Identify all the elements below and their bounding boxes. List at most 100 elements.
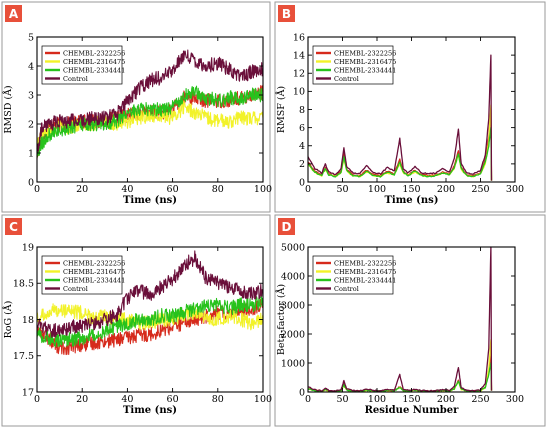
y-tick-label: 4 — [28, 61, 34, 72]
series-line-CHEMBL-2322256 — [307, 350, 493, 393]
x-tick-label: 100 — [368, 394, 386, 405]
x-tick-label: 300 — [506, 394, 524, 405]
x-axis-title: Time (ns) — [384, 195, 438, 206]
legend-entry: CHEMBL-2322256 — [63, 259, 125, 267]
legend-entry: CHEMBL-2322256 — [334, 49, 396, 57]
x-tick-label: 250 — [471, 394, 489, 405]
x-tick-label: 200 — [437, 394, 455, 405]
panel-badge-label: B — [282, 7, 291, 21]
y-tick-label: 18 — [22, 315, 34, 326]
panel-C: C 0 20 40 60 80 100 17 17.5 18 18.5 19 Time (ns) RoG … — [1, 214, 272, 427]
legend-entry: CHEMBL-2334441 — [63, 276, 125, 284]
legend: CHEMBL-2322256CHEMBL-2316475CHEMBL-23344… — [41, 45, 125, 85]
y-tick-label: 19 — [22, 242, 34, 253]
legend-entry: Control — [63, 75, 88, 83]
legend-entry: Control — [334, 75, 359, 83]
series-line-Control — [36, 250, 264, 338]
panel-badge-label: C — [9, 220, 18, 234]
legend-entry: CHEMBL-2334441 — [63, 66, 125, 74]
panel-border — [274, 1, 546, 213]
y-tick-label: 5000 — [281, 242, 305, 253]
y-axis-title: RMSD (Å) — [2, 85, 14, 133]
series-line-Control — [307, 54, 493, 181]
x-tick-label: 60 — [167, 394, 179, 405]
legend-entry: Control — [63, 285, 88, 293]
y-tick-label: 4 — [299, 141, 305, 152]
legend: CHEMBL-2322256CHEMBL-2316475CHEMBL-23344… — [41, 255, 125, 295]
y-tick-label: 17.5 — [13, 351, 34, 362]
y-tick-label: 0 — [28, 177, 34, 188]
x-tick-label: 250 — [471, 184, 489, 195]
y-tick-label: 12 — [293, 69, 305, 80]
x-tick-label: 150 — [402, 184, 420, 195]
x-tick-label: 300 — [506, 184, 524, 195]
series-line-CHEMBL-2334441 — [307, 126, 493, 181]
legend-entry: CHEMBL-2334441 — [334, 276, 396, 284]
x-tick-label: 80 — [212, 394, 224, 405]
series-line-CHEMBL-2334441 — [36, 85, 264, 158]
x-tick-label: 200 — [437, 184, 455, 195]
panel-badge-bg — [278, 5, 295, 22]
x-tick-label: 80 — [212, 184, 224, 195]
y-tick-label: 1000 — [281, 358, 305, 369]
y-tick-label: 2000 — [281, 329, 305, 340]
x-tick-label: 100 — [254, 394, 272, 405]
y-axis-title: Beta-factor (Å) — [275, 284, 287, 355]
legend: CHEMBL-2322256CHEMBL-2316475CHEMBL-23344… — [312, 255, 396, 295]
y-tick-label: 0 — [299, 387, 305, 398]
x-tick-label: 40 — [121, 394, 133, 405]
x-tick-label: 0 — [34, 184, 40, 195]
y-tick-label: 4000 — [281, 271, 305, 282]
legend-entry: Control — [334, 285, 359, 293]
y-tick-label: 6 — [299, 123, 305, 134]
panel-B: B 0 50 100 150 200 250 300 0 2 4 6 8 10 12 14 16 Time (ns… — [274, 1, 546, 213]
plot-area — [36, 250, 264, 356]
series-line-CHEMBL-2334441 — [36, 294, 264, 348]
panel-badge-bg — [278, 218, 295, 235]
x-tick-label: 40 — [121, 184, 133, 195]
x-tick-label: 100 — [254, 184, 272, 195]
y-tick-label: 16 — [293, 32, 305, 43]
y-tick-label: 10 — [293, 87, 305, 98]
plot-area — [36, 49, 264, 160]
panel-A: A 0 20 40 60 80 100 0 1 2 3 4 5 Time (ns) RMSD (Å) CHEM… — [1, 1, 272, 213]
panel-badge-bg — [5, 218, 22, 235]
legend-entry: CHEMBL-2322256 — [63, 49, 125, 57]
y-axis-title: RMSF (Å) — [275, 86, 287, 133]
x-tick-label: 20 — [76, 184, 88, 195]
panel-badge-bg — [5, 5, 22, 22]
series-line-CHEMBL-2316475 — [307, 339, 493, 393]
panel-border — [1, 1, 271, 213]
legend-entry: CHEMBL-2316475 — [63, 58, 125, 66]
panel-D: D0 50 100 150 200 250 300010002000300040005000… — [274, 214, 546, 427]
y-axis-title: RoG (Å) — [2, 301, 14, 339]
x-tick-label: 100 — [368, 184, 386, 195]
legend-entry: CHEMBL-2322256 — [334, 259, 396, 267]
y-tick-label: 14 — [293, 50, 305, 61]
x-axis-title: Time (ns) — [123, 195, 177, 206]
plot-frame — [36, 36, 264, 183]
x-axis-title: Residue Number — [365, 405, 460, 416]
x-tick-label: 60 — [167, 184, 179, 195]
panel-border — [274, 214, 546, 427]
panel-badge-label: A — [9, 7, 19, 21]
y-tick-label: 3000 — [281, 300, 305, 311]
series-line-Control — [307, 246, 493, 393]
x-tick-label: 0 — [305, 394, 311, 405]
series-line-Control — [36, 49, 264, 154]
legend-entry: CHEMBL-2316475 — [63, 268, 125, 276]
y-tick-label: 3 — [28, 90, 34, 101]
x-tick-label: 50 — [336, 184, 348, 195]
legend: CHEMBL-2322256CHEMBL-2316475CHEMBL-23344… — [312, 45, 396, 85]
legend-entry: CHEMBL-2316475 — [334, 58, 396, 66]
y-tick-label: 0 — [299, 177, 305, 188]
x-tick-label: 50 — [336, 394, 348, 405]
panel-border — [1, 214, 271, 427]
y-tick-label: 2 — [299, 159, 305, 170]
y-tick-label: 17 — [22, 387, 34, 398]
legend-entry: CHEMBL-2334441 — [334, 66, 396, 74]
plot-area — [307, 54, 493, 181]
series-line-CHEMBL-2322256 — [307, 108, 493, 181]
panel-badge-label: D — [282, 220, 292, 234]
